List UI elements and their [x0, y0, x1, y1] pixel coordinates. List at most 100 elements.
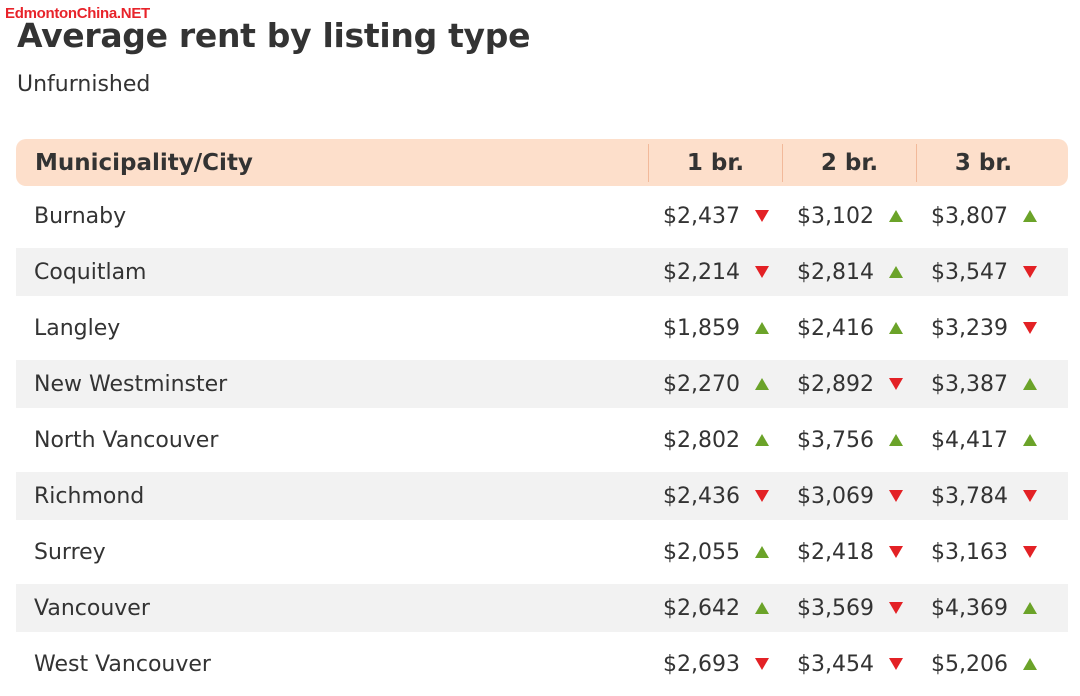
trend-down-icon [889, 378, 903, 390]
trend-up-icon [889, 266, 903, 278]
municipality-name: Richmond [34, 483, 145, 509]
rent-value: $3,387 [931, 371, 1008, 397]
table-row: Coquitlam $2,214 $2,814 $3,547 [16, 248, 1068, 296]
rent-cell-3br: $3,547 [916, 260, 1050, 285]
municipality-name: New Westminster [34, 371, 228, 397]
rent-value: $2,642 [663, 595, 740, 621]
column-header-2br: 2 br. [782, 143, 916, 182]
trend-down-icon [1023, 322, 1037, 334]
rent-value: $1,859 [663, 315, 740, 341]
column-header-1br: 1 br. [648, 143, 782, 182]
trend-up-icon [755, 378, 769, 390]
rent-cell-2br: $3,102 [782, 204, 916, 229]
rent-table: Municipality/City 1 br. 2 br. 3 br. Burn… [16, 139, 1068, 688]
trend-down-icon [1023, 490, 1037, 502]
trend-down-icon [1023, 546, 1037, 558]
rent-cell-2br: $3,569 [782, 596, 916, 621]
rent-value: $2,055 [663, 539, 740, 565]
rent-value: $3,454 [797, 651, 874, 677]
rent-value: $2,418 [797, 539, 874, 565]
rent-value: $2,693 [663, 651, 740, 677]
table-row: Burnaby $2,437 $3,102 $3,807 [16, 192, 1068, 240]
rent-value: $2,437 [663, 203, 740, 229]
municipality-name: Vancouver [34, 595, 150, 621]
trend-down-icon [889, 658, 903, 670]
table-header: Municipality/City 1 br. 2 br. 3 br. [16, 139, 1068, 186]
rent-cell-3br: $3,239 [916, 316, 1050, 341]
trend-down-icon [889, 602, 903, 614]
table-row: Richmond $2,436 $3,069 $3,784 [16, 472, 1068, 520]
trend-up-icon [1023, 658, 1037, 670]
table-row: New Westminster $2,270 $2,892 $3,387 [16, 360, 1068, 408]
trend-up-icon [1023, 434, 1037, 446]
rent-cell-3br: $3,807 [916, 204, 1050, 229]
column-header-municipality: Municipality/City [35, 149, 253, 176]
rent-cell-1br: $2,642 [648, 596, 782, 621]
trend-up-icon [889, 434, 903, 446]
trend-up-icon [889, 210, 903, 222]
rent-value: $2,802 [663, 427, 740, 453]
rent-value: $3,756 [797, 427, 874, 453]
rent-value: $3,069 [797, 483, 874, 509]
rent-cell-2br: $3,454 [782, 652, 916, 677]
trend-up-icon [1023, 378, 1037, 390]
rent-cell-2br: $3,069 [782, 484, 916, 509]
rent-value: $3,102 [797, 203, 874, 229]
rent-cell-2br: $2,892 [782, 372, 916, 397]
rent-cell-1br: $2,270 [648, 372, 782, 397]
rent-cell-3br: $3,784 [916, 484, 1050, 509]
rent-value: $4,417 [931, 427, 1008, 453]
table-row: North Vancouver $2,802 $3,756 $4,417 [16, 416, 1068, 464]
rent-value: $2,270 [663, 371, 740, 397]
rent-value: $2,416 [797, 315, 874, 341]
watermark-logo: EdmontonChina.NET [5, 5, 150, 22]
trend-up-icon [1023, 602, 1037, 614]
rent-cell-2br: $2,416 [782, 316, 916, 341]
rent-cell-3br: $4,417 [916, 428, 1050, 453]
rent-cell-3br: $5,206 [916, 652, 1050, 677]
rent-cell-2br: $2,814 [782, 260, 916, 285]
table-body: Burnaby $2,437 $3,102 $3,807 Coquitlam $2,214… [16, 192, 1068, 688]
municipality-name: Coquitlam [34, 259, 147, 285]
rent-value: $3,547 [931, 259, 1008, 285]
trend-up-icon [755, 546, 769, 558]
rent-cell-3br: $3,163 [916, 540, 1050, 565]
trend-down-icon [755, 266, 769, 278]
table-row: Langley $1,859 $2,416 $3,239 [16, 304, 1068, 352]
column-header-3br: 3 br. [916, 143, 1050, 182]
rent-value: $2,814 [797, 259, 874, 285]
rent-cell-1br: $2,214 [648, 260, 782, 285]
rent-value: $3,784 [931, 483, 1008, 509]
rent-value: $3,239 [931, 315, 1008, 341]
rent-value: $3,569 [797, 595, 874, 621]
table-row: West Vancouver $2,693 $3,454 $5,206 [16, 640, 1068, 688]
rent-cell-1br: $2,436 [648, 484, 782, 509]
rent-value: $3,807 [931, 203, 1008, 229]
chart-title: Average rent by listing type [17, 16, 531, 55]
trend-down-icon [889, 546, 903, 558]
trend-down-icon [889, 490, 903, 502]
trend-up-icon [755, 602, 769, 614]
trend-up-icon [755, 434, 769, 446]
municipality-name: Burnaby [34, 203, 127, 229]
rent-cell-1br: $2,437 [648, 204, 782, 229]
rent-value: $4,369 [931, 595, 1008, 621]
rent-cell-2br: $2,418 [782, 540, 916, 565]
rent-value: $2,436 [663, 483, 740, 509]
rent-cell-3br: $3,387 [916, 372, 1050, 397]
table-row: Surrey $2,055 $2,418 $3,163 [16, 528, 1068, 576]
trend-down-icon [1023, 266, 1037, 278]
rent-cell-3br: $4,369 [916, 596, 1050, 621]
table-row: Vancouver $2,642 $3,569 $4,369 [16, 584, 1068, 632]
chart-subtitle: Unfurnished [17, 72, 151, 97]
municipality-name: West Vancouver [34, 651, 211, 677]
rent-value: $2,892 [797, 371, 874, 397]
trend-down-icon [755, 210, 769, 222]
trend-up-icon [755, 322, 769, 334]
rent-cell-2br: $3,756 [782, 428, 916, 453]
municipality-name: North Vancouver [34, 427, 219, 453]
rent-cell-1br: $2,693 [648, 652, 782, 677]
trend-down-icon [755, 490, 769, 502]
trend-down-icon [755, 658, 769, 670]
trend-up-icon [1023, 210, 1037, 222]
